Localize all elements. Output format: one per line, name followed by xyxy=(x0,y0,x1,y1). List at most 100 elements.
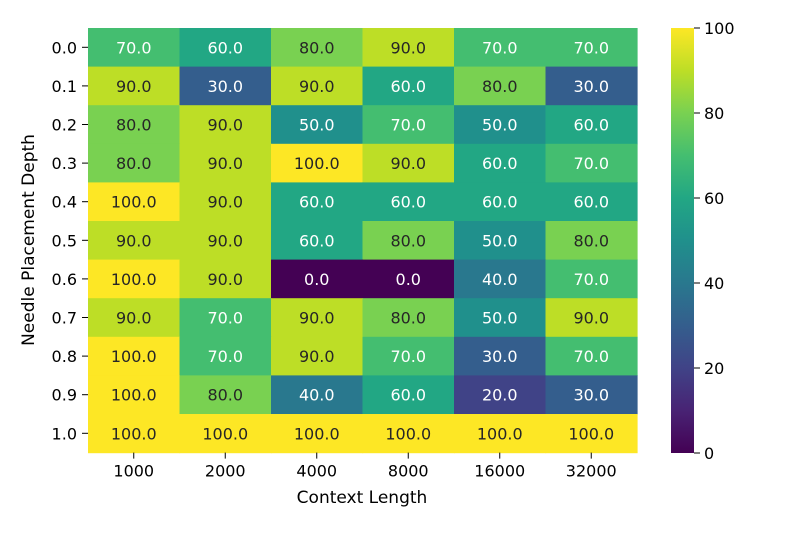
heatmap-cell xyxy=(88,298,181,338)
heatmap-cell xyxy=(88,182,181,222)
cell-value-label: 50.0 xyxy=(482,231,518,250)
y-axis-ticks: 0.0 0.1 0.2 0.3 0.4 0.5 0.6 0.7 0.8 0.9 1.0 xyxy=(52,38,88,443)
heatmap-cell xyxy=(88,375,181,415)
heatmap-cell xyxy=(271,414,364,454)
heatmap-cell xyxy=(454,336,547,376)
x-axis-ticks: 1000 2000 4000 8000 16000 32000 xyxy=(113,452,617,481)
y-tick-label: 1.0 xyxy=(52,424,77,443)
y-axis-label: Needle Placement Depth xyxy=(19,134,39,346)
cell-value-label: 30.0 xyxy=(573,77,609,96)
heatmap-cell xyxy=(179,414,272,454)
heatmap-cell xyxy=(88,28,181,68)
heatmap-cells xyxy=(88,28,638,454)
heatmap-cell xyxy=(271,182,364,222)
x-tick-label: 16000 xyxy=(474,462,525,481)
heatmap-cell xyxy=(179,105,272,145)
cell-value-label: 70.0 xyxy=(573,270,609,289)
cell-value-label: 90.0 xyxy=(116,231,152,250)
heatmap-cell xyxy=(545,414,638,454)
cell-value-label: 80.0 xyxy=(573,231,609,250)
cell-value-label: 60.0 xyxy=(390,77,426,96)
cell-value-label: 90.0 xyxy=(573,309,609,328)
x-tick-label: 2000 xyxy=(205,462,246,481)
cell-value-label: 70.0 xyxy=(207,347,243,366)
cell-value-label: 60.0 xyxy=(482,154,518,173)
cell-value-label: 70.0 xyxy=(390,116,426,135)
cell-value-label: 90.0 xyxy=(207,270,243,289)
x-tick-label: 4000 xyxy=(296,462,337,481)
heatmap-cell xyxy=(88,221,181,261)
cell-value-label: 70.0 xyxy=(390,347,426,366)
heatmap-cell xyxy=(545,375,638,415)
heatmap-cell xyxy=(362,66,455,106)
heatmap-cell xyxy=(271,105,364,145)
y-tick-label: 0.0 xyxy=(52,38,77,57)
heatmap-cell xyxy=(271,221,364,261)
heatmap-cell xyxy=(454,105,547,145)
y-tick-label: 0.6 xyxy=(52,270,77,289)
heatmap-cell xyxy=(362,336,455,376)
cell-value-label: 100.0 xyxy=(385,424,431,443)
cell-value-label: 80.0 xyxy=(299,38,335,57)
heatmap-cell xyxy=(362,259,455,299)
cell-value-label: 90.0 xyxy=(116,77,152,96)
y-tick-label: 0.3 xyxy=(52,154,77,173)
cell-value-label: 60.0 xyxy=(299,231,335,250)
cell-value-label: 80.0 xyxy=(207,386,243,405)
cell-value-label: 60.0 xyxy=(207,38,243,57)
heatmap-cell xyxy=(88,336,181,376)
heatmap-cell xyxy=(271,375,364,415)
heatmap-cell xyxy=(454,28,547,68)
cell-value-label: 100.0 xyxy=(111,270,157,289)
y-tick-label: 0.5 xyxy=(52,231,77,250)
heatmap-cell xyxy=(454,375,547,415)
heatmap-cell xyxy=(362,28,455,68)
cell-value-label: 70.0 xyxy=(116,38,152,57)
cell-value-label: 50.0 xyxy=(299,116,335,135)
cell-value-label: 60.0 xyxy=(482,193,518,212)
cell-value-label: 80.0 xyxy=(482,77,518,96)
cell-value-label: 70.0 xyxy=(573,38,609,57)
cell-value-label: 90.0 xyxy=(207,116,243,135)
cell-value-label: 100.0 xyxy=(111,347,157,366)
heatmap-cell xyxy=(545,143,638,183)
cell-value-label: 90.0 xyxy=(116,309,152,328)
cell-value-label: 90.0 xyxy=(299,309,335,328)
colorbar-tick-label: 100 xyxy=(704,19,735,38)
heatmap-cell xyxy=(454,259,547,299)
cell-value-labels: 70.0 60.0 80.0 90.0 70.0 70.0 90.0 30.0 90.0 60.0… xyxy=(111,38,614,443)
heatmap-cell xyxy=(88,66,181,106)
heatmap-cell xyxy=(271,66,364,106)
heatmap-cell xyxy=(454,143,547,183)
heatmap-cell xyxy=(271,259,364,299)
cell-value-label: 90.0 xyxy=(390,154,426,173)
heatmap-cell xyxy=(88,414,181,454)
cell-value-label: 60.0 xyxy=(573,116,609,135)
heatmap-cell xyxy=(362,414,455,454)
heatmap-cell xyxy=(88,259,181,299)
heatmap-cell xyxy=(179,66,272,106)
heatmap-cell xyxy=(545,336,638,376)
cell-value-label: 70.0 xyxy=(573,347,609,366)
cell-value-label: 30.0 xyxy=(482,347,518,366)
heatmap-cell xyxy=(362,182,455,222)
heatmap-cell xyxy=(362,298,455,338)
cell-value-label: 70.0 xyxy=(207,309,243,328)
heatmap-cell xyxy=(88,105,181,145)
x-tick-label: 1000 xyxy=(113,462,154,481)
cell-value-label: 90.0 xyxy=(390,38,426,57)
cell-value-label: 90.0 xyxy=(207,231,243,250)
heatmap-cell xyxy=(545,66,638,106)
heatmap-cell xyxy=(545,259,638,299)
cell-value-label: 40.0 xyxy=(482,270,518,289)
cell-value-label: 100.0 xyxy=(111,386,157,405)
cell-value-label: 100.0 xyxy=(477,424,523,443)
colorbar xyxy=(671,28,694,453)
cell-value-label: 90.0 xyxy=(207,154,243,173)
cell-value-label: 100.0 xyxy=(111,193,157,212)
cell-value-label: 0.0 xyxy=(396,270,421,289)
heatmap-cell xyxy=(179,336,272,376)
heatmap-cell xyxy=(362,375,455,415)
cell-value-label: 40.0 xyxy=(299,386,335,405)
y-tick-label: 0.7 xyxy=(52,309,77,328)
